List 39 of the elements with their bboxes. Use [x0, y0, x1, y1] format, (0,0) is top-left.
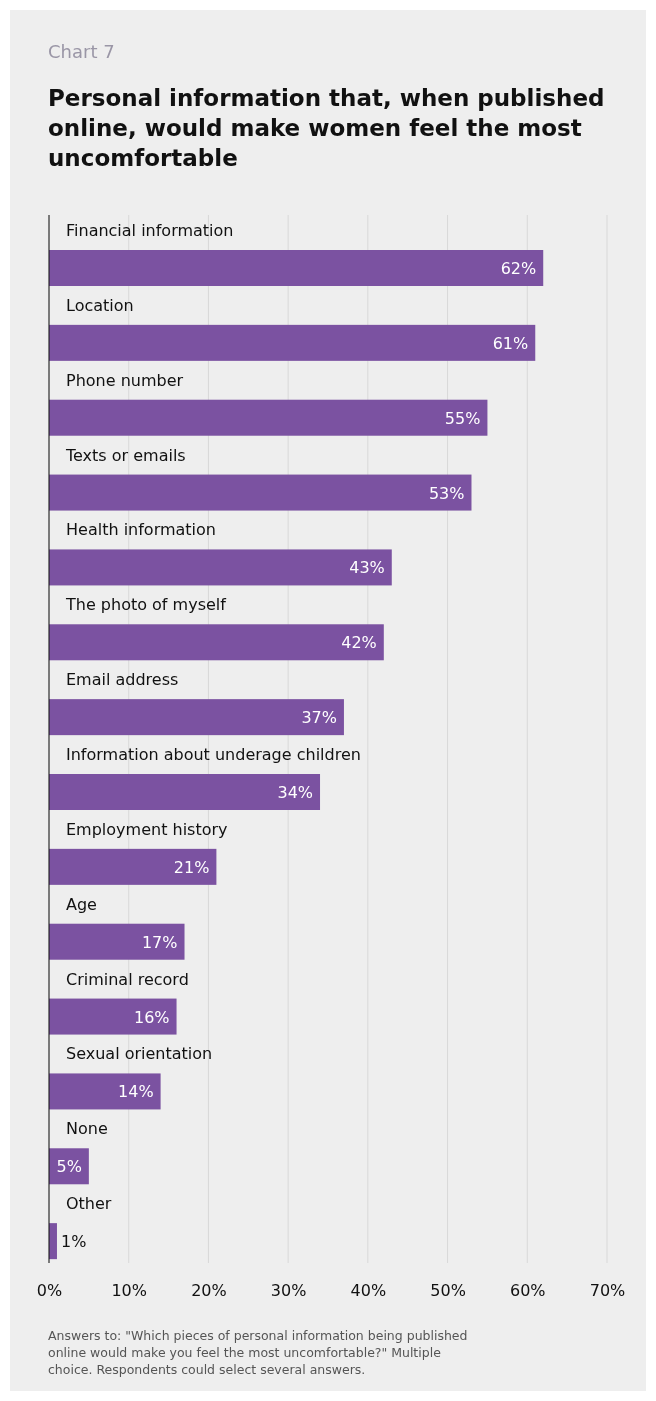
data-label: 5%	[56, 1157, 82, 1177]
y-tick-label: Information about underage children	[66, 745, 361, 764]
y-tick-label: Financial information	[66, 221, 234, 240]
data-label: 34%	[277, 783, 314, 802]
y-tick-label: Employment history	[66, 819, 228, 839]
y-tick-label: Criminal record	[66, 969, 189, 989]
data-label: 61%	[492, 333, 529, 353]
y-tick-label: None	[66, 1119, 108, 1139]
x-tick-label: 40%	[350, 1281, 387, 1301]
data-label: 62%	[500, 259, 537, 278]
data-label: 1%	[60, 1232, 87, 1252]
data-label: 42%	[341, 633, 377, 653]
x-tick-label: 70%	[589, 1281, 626, 1301]
x-tick-label: 0%	[36, 1281, 63, 1301]
y-tick-label: Phone number	[66, 370, 184, 390]
x-tick-label: 20%	[191, 1281, 227, 1301]
data-label: 14%	[118, 1082, 154, 1102]
data-label: 37%	[301, 708, 337, 728]
data-label: 55%	[444, 408, 481, 428]
data-label: 53%	[428, 483, 465, 503]
x-tick-label: 60%	[510, 1281, 546, 1301]
y-tick-label: Email address	[66, 670, 179, 690]
y-tick-label: Age	[66, 894, 97, 914]
data-label: 16%	[133, 1007, 170, 1027]
data-label: 21%	[173, 857, 210, 877]
chart-subtitle: Chart 7	[48, 41, 115, 62]
y-tick-label: The photo of myself	[65, 595, 227, 615]
x-tick-label: 30%	[270, 1281, 307, 1301]
chart-title: Personal information that, when published online, would make women feel the most uncomfortable	[48, 85, 605, 171]
y-tick-label: Texts or emails	[65, 445, 186, 465]
x-tick-label: 50%	[430, 1281, 466, 1301]
data-label: 43%	[349, 558, 385, 578]
text: Answers to: "Which pieces of personal information being published online would make you feel the most uncomfortable?" Multiple choice. Respondents could select several answers.	[48, 1328, 468, 1377]
y-tick-label: Location	[66, 295, 134, 315]
y-tick-label: Sexual orientation	[66, 1044, 213, 1064]
y-tick-label: Health information	[66, 520, 216, 540]
y-tick-label: Other	[66, 1194, 112, 1214]
x-tick-label: 10%	[111, 1281, 147, 1301]
data-label: 17%	[141, 932, 178, 952]
